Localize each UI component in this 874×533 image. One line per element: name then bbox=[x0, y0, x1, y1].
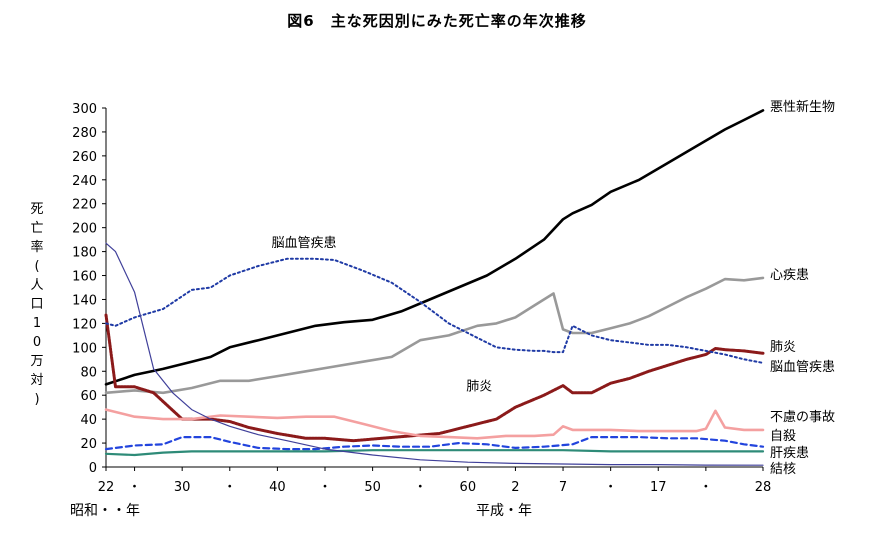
y-tick-label: 120 bbox=[72, 317, 97, 332]
series-line-1 bbox=[104, 109, 765, 386]
series-line-7 bbox=[104, 449, 765, 457]
series-line-6 bbox=[104, 436, 765, 451]
series-label-end: 悪性新生物 bbox=[770, 99, 835, 115]
y-tick-label: 100 bbox=[72, 341, 97, 356]
y-tick-label: 260 bbox=[72, 150, 97, 165]
series-label-end: 脳血管疾患 bbox=[770, 360, 835, 375]
series-label-end: 肺炎 bbox=[770, 340, 796, 355]
x-tick-label: 17 bbox=[650, 480, 667, 495]
y-tick-label: 240 bbox=[72, 174, 97, 189]
y-tick-label: 140 bbox=[72, 293, 97, 308]
x-tick-label: 2 bbox=[511, 480, 519, 495]
y-tick-label: 200 bbox=[72, 222, 97, 237]
y-tick-label: 80 bbox=[80, 365, 97, 380]
y-tick-label: 40 bbox=[80, 413, 97, 428]
series-line-5 bbox=[104, 408, 765, 440]
series-label-inline: 肺炎 bbox=[466, 379, 492, 394]
y-tick-label: 20 bbox=[80, 437, 97, 452]
series-line-3 bbox=[104, 313, 765, 443]
x-tick-label: ・ bbox=[128, 480, 141, 495]
series-label-end: 結核 bbox=[770, 462, 796, 477]
x-tick-label: ・ bbox=[223, 480, 236, 495]
x-tick-label: 22 bbox=[98, 480, 115, 495]
x-caption-heisei: 平成・年 bbox=[476, 503, 532, 519]
x-tick-label: ・ bbox=[414, 480, 427, 495]
x-tick-label: 7 bbox=[559, 480, 567, 495]
y-tick-label: 180 bbox=[72, 246, 97, 261]
y-tick-label: 160 bbox=[72, 270, 97, 285]
series-line-4 bbox=[105, 257, 764, 364]
y-axis-title: 死亡率(人口 1 0 万対) bbox=[30, 202, 44, 407]
series-label-end: 不慮の事故 bbox=[770, 410, 835, 425]
series-line-8 bbox=[105, 242, 764, 466]
x-tick-label: 60 bbox=[460, 480, 477, 495]
y-tick-label: 220 bbox=[72, 198, 97, 213]
axes: 0204060801001201401601802002202402602803… bbox=[72, 102, 771, 495]
y-tick-label: 300 bbox=[72, 102, 97, 117]
x-tick-label: 28 bbox=[755, 480, 772, 495]
series-lines bbox=[104, 109, 765, 466]
series-label-end: 心疾患 bbox=[770, 268, 809, 283]
x-caption-showa: 昭和・・年 bbox=[70, 503, 140, 519]
x-tick-label: 50 bbox=[364, 480, 381, 495]
series-label-inline: 脳血管疾患 bbox=[272, 236, 337, 251]
series-label-end: 肝疾患 bbox=[770, 446, 809, 461]
y-tick-label: 280 bbox=[72, 126, 97, 141]
x-tick-label: 30 bbox=[174, 480, 191, 495]
y-tick-label: 0 bbox=[89, 461, 97, 476]
chart-title: 図6 主な死因別にみた死亡率の年次推移 bbox=[287, 12, 587, 30]
x-tick-label: 40 bbox=[269, 480, 286, 495]
x-tick-label: ・ bbox=[318, 480, 331, 495]
x-tick-label: ・ bbox=[604, 480, 617, 495]
series-line-2 bbox=[104, 276, 765, 395]
series-label-end: 自殺 bbox=[770, 429, 796, 444]
x-tick-label: ・ bbox=[699, 480, 712, 495]
y-tick-label: 60 bbox=[80, 389, 97, 404]
